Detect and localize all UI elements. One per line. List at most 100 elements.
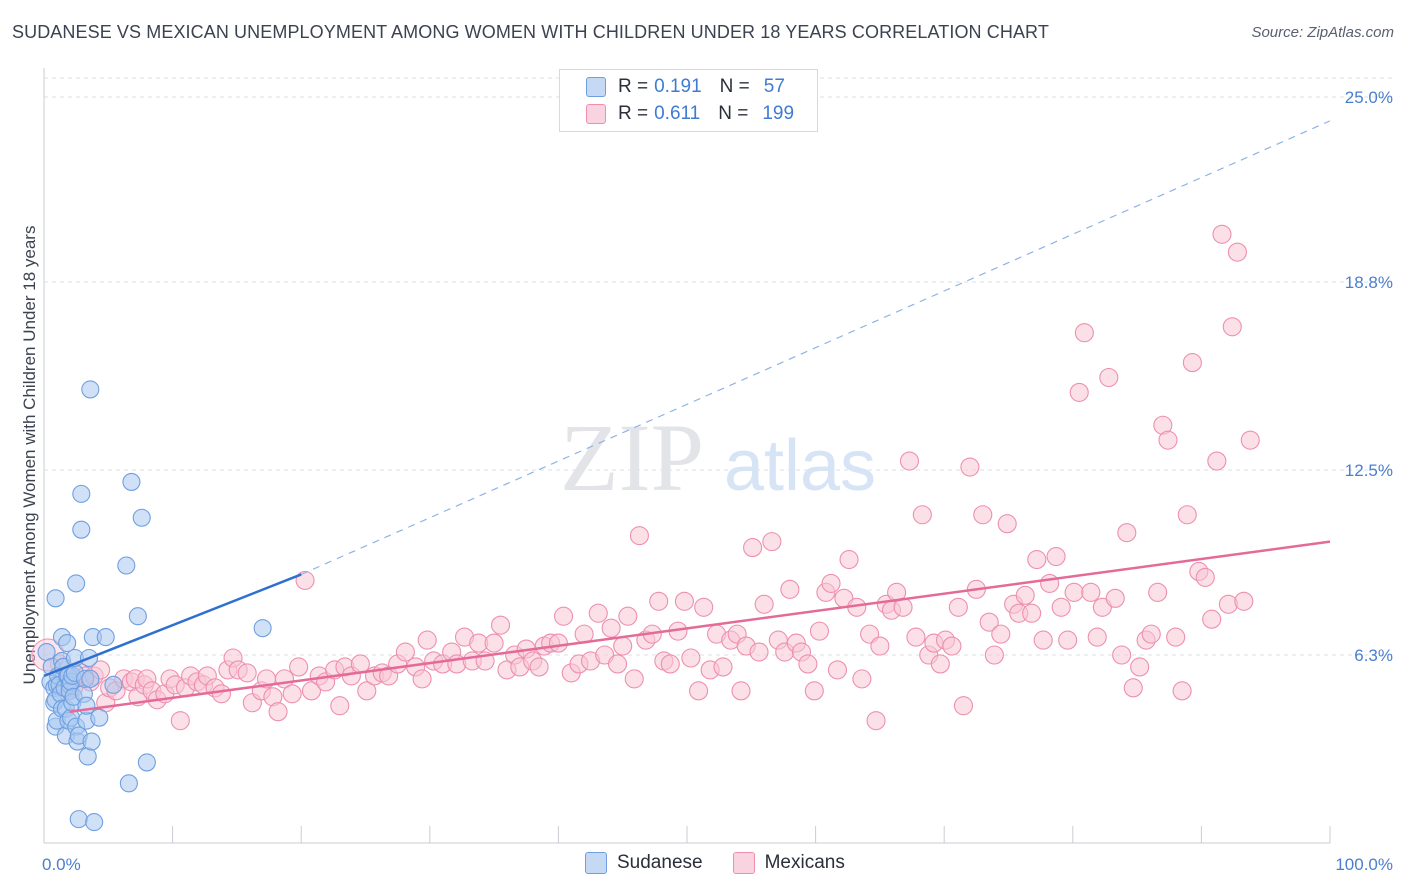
sudanese-trend-line xyxy=(43,573,302,678)
mexicans-point xyxy=(548,633,568,653)
sudanese-point xyxy=(122,472,141,491)
series-legend-mexicans: Mexicans xyxy=(732,852,845,874)
sudanese-point xyxy=(46,589,65,608)
sudanese-points xyxy=(37,380,272,832)
mexicans-point xyxy=(1046,546,1066,567)
mexicans-point xyxy=(960,457,980,477)
sudanese-point xyxy=(82,732,101,751)
mexicans-point xyxy=(1234,591,1254,611)
sudanese-point xyxy=(72,520,91,539)
mexicans-point xyxy=(268,702,288,722)
sudanese-point xyxy=(77,696,96,715)
legend-r-label: R = xyxy=(618,103,649,124)
mexicans-point xyxy=(357,681,377,701)
mexicans-point xyxy=(1212,224,1232,244)
mexicans-point xyxy=(490,615,511,635)
mexicans-point xyxy=(629,526,649,546)
mexicans-point xyxy=(1051,597,1071,617)
mexicans-point xyxy=(1069,382,1089,402)
mexicans-point xyxy=(1022,603,1042,623)
mexicans-point xyxy=(674,591,694,611)
mexicans-point xyxy=(997,514,1017,534)
sudanese-point xyxy=(90,708,109,727)
legend-n-label: N = xyxy=(719,76,750,97)
mexicans-point xyxy=(588,603,608,623)
mexicans-point xyxy=(731,681,751,701)
series-legend: Sudanese Mexicans xyxy=(585,852,875,874)
mexicans-point xyxy=(1130,657,1150,677)
mexicans-point xyxy=(973,505,993,525)
mexicans-point xyxy=(608,654,628,674)
legend-n-value: 199 xyxy=(762,103,795,124)
mexicans-point xyxy=(942,636,962,656)
mexicans-point xyxy=(1117,523,1137,543)
y-tick-label: 25.0% xyxy=(1345,88,1393,107)
legend-swatch-mexicans xyxy=(586,104,606,124)
mexicans-point xyxy=(1040,573,1060,593)
mexicans-point xyxy=(282,684,302,704)
mexicans-point xyxy=(1105,588,1125,608)
legend-n-value: 57 xyxy=(763,76,785,97)
mexicans-point xyxy=(1033,630,1053,650)
series-legend-sudanese: Sudanese xyxy=(585,852,703,874)
mexicans-trend-line xyxy=(69,540,1331,713)
mexicans-point xyxy=(395,642,415,662)
series-swatch-mexicans xyxy=(732,852,755,874)
legend-r-label: R = xyxy=(618,76,649,97)
sudanese-trend-extension xyxy=(300,120,1331,575)
y-tick-label: 12.5% xyxy=(1345,461,1393,480)
mexicans-point xyxy=(1099,367,1119,388)
sudanese-point xyxy=(128,607,147,626)
mexicans-point xyxy=(899,451,920,471)
sudanese-point xyxy=(72,484,91,503)
mexicans-point xyxy=(1182,353,1202,373)
mexicans-point xyxy=(912,505,932,525)
mexicans-point xyxy=(484,633,504,653)
mexicans-point xyxy=(953,696,974,716)
mexicans-point xyxy=(749,642,769,662)
mexicans-point xyxy=(839,549,859,570)
source-label: Source: ZipAtlas.com xyxy=(1251,24,1394,41)
mexicans-point xyxy=(618,606,638,626)
chart-title: SUDANESE VS MEXICAN UNEMPLOYMENT AMONG W… xyxy=(12,22,1049,42)
mexicans-point xyxy=(1148,582,1168,602)
mexicans-point xyxy=(1222,317,1242,337)
sudanese-point xyxy=(85,813,104,832)
sudanese-point xyxy=(69,810,88,829)
sudanese-point xyxy=(96,628,115,647)
mexicans-point xyxy=(1058,630,1078,650)
mexicans-point xyxy=(301,681,322,701)
mexicans-point xyxy=(713,657,733,677)
sudanese-point xyxy=(67,574,86,593)
mexicans-point xyxy=(984,645,1004,665)
sudanese-point xyxy=(119,774,138,793)
mexicans-point xyxy=(689,681,709,701)
sudanese-point xyxy=(58,634,77,653)
mexicans-point xyxy=(809,621,830,641)
mexicans-point xyxy=(1141,624,1161,644)
mexicans-point xyxy=(211,684,232,704)
mexicans-point xyxy=(979,612,999,632)
tick-labels: 6.3% 12.5% 18.8% 25.0% 0.0% 100.0% xyxy=(42,88,1393,874)
mexicans-point xyxy=(1195,567,1215,587)
mexicans-point xyxy=(1166,627,1186,647)
mexicans-point xyxy=(1027,549,1047,570)
mexicans-point xyxy=(289,657,309,677)
legend-swatch-sudanese xyxy=(586,77,606,97)
x-tick-label: 100.0% xyxy=(1335,855,1393,874)
mexicans-point xyxy=(798,654,818,674)
mexicans-point xyxy=(821,573,841,593)
series-name-mexicans: Mexicans xyxy=(764,852,845,873)
mexicans-point xyxy=(412,669,432,689)
legend-row-sudanese: R = 0.191 N = 57 xyxy=(586,75,785,99)
mexicans-point xyxy=(613,636,633,656)
mexicans-point xyxy=(1218,594,1238,614)
mexicans-point xyxy=(1123,678,1143,698)
mexicans-point xyxy=(1172,681,1192,701)
watermark: ZIP atlas xyxy=(560,404,876,511)
mexicans-point xyxy=(1158,430,1178,450)
series-name-sudanese: Sudanese xyxy=(617,852,703,873)
mexicans-point xyxy=(906,627,926,647)
mexicans-point xyxy=(660,654,680,674)
mexicans-point xyxy=(1112,645,1132,665)
